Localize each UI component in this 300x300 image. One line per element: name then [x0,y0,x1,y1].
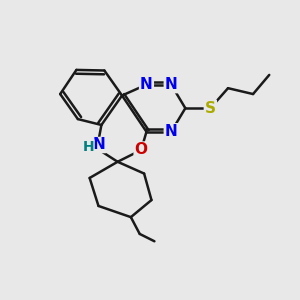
Text: O: O [135,142,148,158]
Text: N: N [140,77,153,92]
Text: N: N [165,77,178,92]
Text: S: S [205,101,216,116]
Text: H: H [82,140,94,154]
Text: N: N [93,137,106,152]
Text: N: N [165,124,178,139]
